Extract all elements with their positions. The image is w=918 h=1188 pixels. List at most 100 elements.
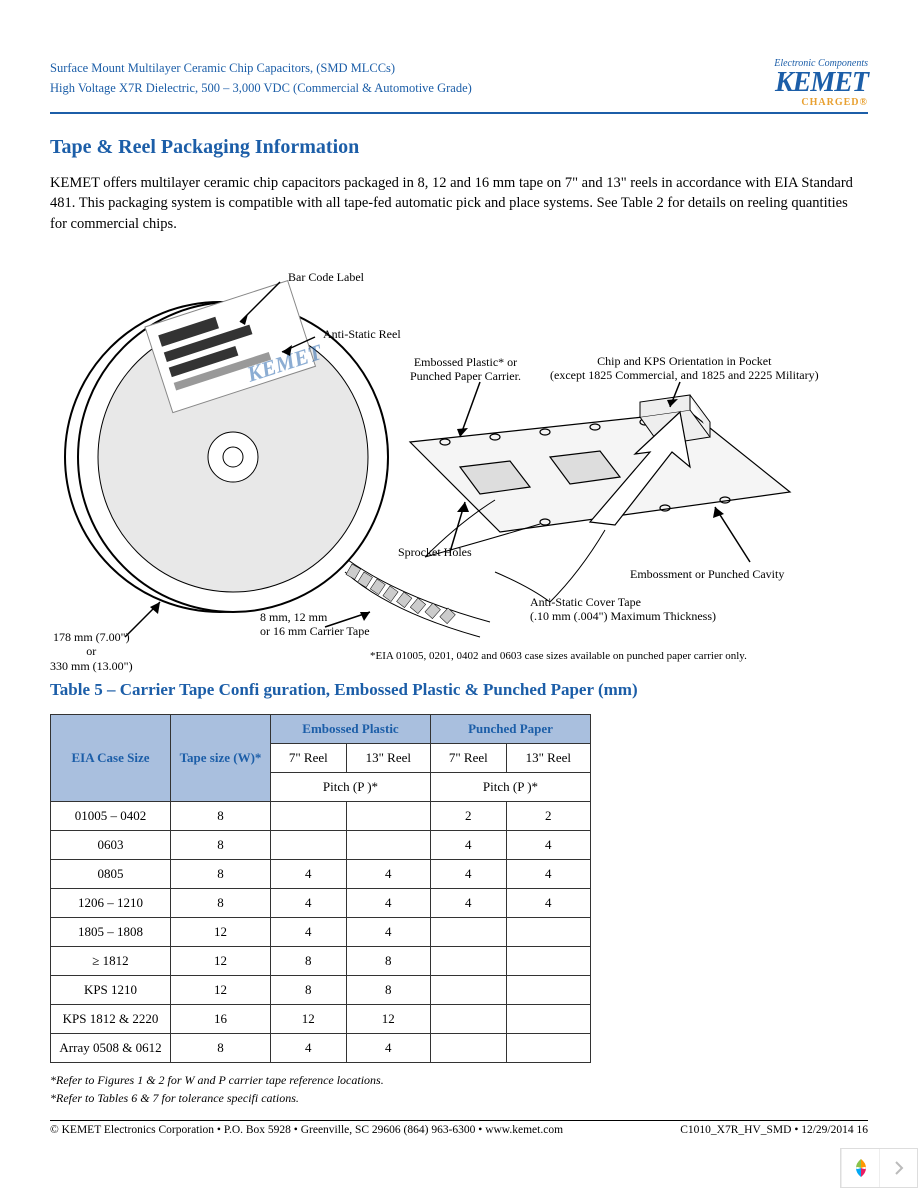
sub-pun-13: 13" Reel	[506, 743, 590, 772]
table-cell: 12	[271, 1004, 347, 1033]
table-cell	[431, 975, 507, 1004]
table-cell: 12	[171, 975, 271, 1004]
table-cell	[271, 830, 347, 859]
table-cell: 4	[506, 888, 590, 917]
footnote-1: *Refer to Figures 1 & 2 for W and P carr…	[50, 1073, 868, 1088]
table-cell: ≥ 1812	[51, 946, 171, 975]
header-right: Electronic Components KEMET CHARGED®	[774, 58, 868, 108]
table-cell	[431, 1004, 507, 1033]
section-paragraph: KEMET offers multilayer ceramic chip cap…	[50, 173, 868, 234]
table-cell: 8	[171, 801, 271, 830]
table-cell: 8	[171, 1033, 271, 1062]
table-cell	[506, 1004, 590, 1033]
table-cell: 4	[271, 1033, 347, 1062]
table-row: 1805 – 18081244	[51, 917, 591, 946]
chevron-right-icon	[894, 1160, 904, 1176]
table-cell: KPS 1210	[51, 975, 171, 1004]
label-emboss-carrier: Embossed Plastic* or Punched Paper Carri…	[410, 355, 521, 384]
table-cell: 0805	[51, 859, 171, 888]
nav-widget	[840, 1148, 918, 1188]
next-page-button[interactable]	[879, 1149, 917, 1187]
table-cell: 1805 – 1808	[51, 917, 171, 946]
table-cell: 01005 – 0402	[51, 801, 171, 830]
footer-right: C1010_X7R_HV_SMD • 12/29/2014 16	[680, 1124, 868, 1136]
table-cell: 8	[346, 946, 430, 975]
table-row: Array 0508 & 0612844	[51, 1033, 591, 1062]
label-emboss-cavity: Embossment or Punched Cavity	[630, 567, 784, 581]
sub-emb-7: 7" Reel	[271, 743, 347, 772]
brand-logo: KEMET	[774, 69, 868, 97]
label-reel-dim: 178 mm (7.00") or 330 mm (13.00")	[50, 630, 133, 673]
table-cell: Array 0508 & 0612	[51, 1033, 171, 1062]
label-antireel: Anti-Static Reel	[323, 327, 401, 341]
header-line1: Surface Mount Multilayer Ceramic Chip Ca…	[50, 58, 472, 78]
table-cell: 16	[171, 1004, 271, 1033]
sub-emb-13: 13" Reel	[346, 743, 430, 772]
header-left: Surface Mount Multilayer Ceramic Chip Ca…	[50, 58, 472, 108]
group-punched: Punched Paper	[431, 714, 591, 743]
table-cell: 1206 – 1210	[51, 888, 171, 917]
table-cell: KPS 1812 & 2220	[51, 1004, 171, 1033]
table-row: 1206 – 121084444	[51, 888, 591, 917]
col-tape: Tape size (W)*	[171, 714, 271, 801]
table-cell: 8	[171, 888, 271, 917]
footnote-2: *Refer to Tables 6 & 7 for tolerance spe…	[50, 1091, 868, 1106]
table-cell	[271, 801, 347, 830]
table-cell: 4	[506, 859, 590, 888]
pitch-emb: Pitch (P )*	[271, 772, 431, 801]
label-carrier-tape: 8 mm, 12 mm or 16 mm Carrier Tape	[260, 610, 370, 639]
table-cell: 12	[346, 1004, 430, 1033]
sub-pun-7: 7" Reel	[431, 743, 507, 772]
table-cell: 4	[271, 917, 347, 946]
table-cell: 8	[171, 830, 271, 859]
group-embossed: Embossed Plastic	[271, 714, 431, 743]
table-cell: 4	[506, 830, 590, 859]
label-cover-tape: Anti-Static Cover Tape (.10 mm (.004") M…	[530, 595, 716, 624]
table-cell	[506, 975, 590, 1004]
table-row: KPS 1812 & 2220161212	[51, 1004, 591, 1033]
table-cell: 4	[431, 888, 507, 917]
label-chip-orient: Chip and KPS Orientation in Pocket (exce…	[550, 354, 819, 383]
table-cell	[346, 830, 430, 859]
table-cell	[431, 1033, 507, 1062]
table-cell: 8	[171, 859, 271, 888]
table-cell: 4	[431, 830, 507, 859]
pitch-pun: Pitch (P )*	[431, 772, 591, 801]
col-case: EIA Case Size	[51, 714, 171, 801]
table-cell	[431, 917, 507, 946]
brand-charged: CHARGED®	[774, 97, 868, 108]
table-cell: 4	[346, 917, 430, 946]
table-cell: 12	[171, 946, 271, 975]
table-cell: 2	[431, 801, 507, 830]
label-sprocket: Sprocket Holes	[398, 545, 472, 559]
tape-reel-diagram: KEMET	[50, 242, 870, 662]
table-cell: 8	[271, 946, 347, 975]
page-header: Surface Mount Multilayer Ceramic Chip Ca…	[50, 58, 868, 114]
table-cell	[431, 946, 507, 975]
table-cell: 4	[271, 888, 347, 917]
table-row: ≥ 18121288	[51, 946, 591, 975]
footer-left: © KEMET Electronics Corporation • P.O. B…	[50, 1124, 563, 1136]
table-cell	[506, 917, 590, 946]
page-footer: © KEMET Electronics Corporation • P.O. B…	[50, 1120, 868, 1136]
carrier-tape-table: EIA Case Size Tape size (W)* Embossed Pl…	[50, 714, 591, 1063]
table-title: Table 5 – Carrier Tape Confi guration, E…	[50, 680, 868, 700]
table-row: KPS 12101288	[51, 975, 591, 1004]
table-row: 080584444	[51, 859, 591, 888]
table-cell	[506, 1033, 590, 1062]
table-row: 01005 – 04028 22	[51, 801, 591, 830]
table-cell: 2	[506, 801, 590, 830]
table-cell: 12	[171, 917, 271, 946]
table-cell: 4	[431, 859, 507, 888]
table-cell: 4	[346, 1033, 430, 1062]
table-cell: 4	[271, 859, 347, 888]
table-cell	[346, 801, 430, 830]
table-cell: 4	[346, 888, 430, 917]
table-cell: 8	[346, 975, 430, 1004]
table-cell: 0603	[51, 830, 171, 859]
label-barcode: Bar Code Label	[288, 270, 364, 284]
table-cell: 4	[346, 859, 430, 888]
table-cell: 8	[271, 975, 347, 1004]
logo-icon[interactable]	[841, 1149, 879, 1187]
header-line2: High Voltage X7R Dielectric, 500 – 3,000…	[50, 78, 472, 98]
